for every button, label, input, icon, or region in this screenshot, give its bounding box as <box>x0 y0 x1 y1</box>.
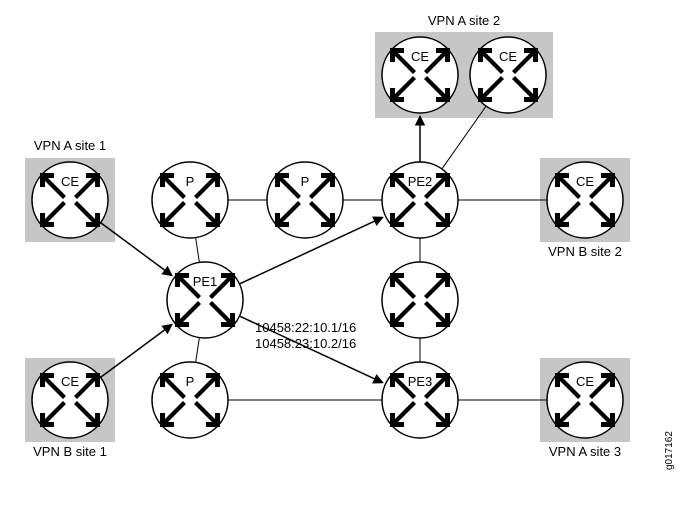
router-label-p_bot: P <box>186 374 195 389</box>
vpn-topology-diagram: CE CE P P PE1 P PE2 PE3 CE CE CE CE VPN A site 1 VPN… <box>0 0 685 521</box>
router-ce_a2a: CE <box>382 37 458 113</box>
link-p_top-pe1 <box>196 238 200 263</box>
router-label-p_mid: P <box>301 174 310 189</box>
router-label-pe1: PE1 <box>193 274 218 289</box>
site-label-vpn_b1: VPN B site 1 <box>33 444 107 459</box>
flow-ce_a1-pe1 <box>101 223 173 276</box>
router-pe2: PE2 <box>382 162 458 238</box>
router-p_mid: P <box>267 162 343 238</box>
links-layer <box>196 106 547 400</box>
router-label-ce_b1: CE <box>61 374 79 389</box>
rd-line-2: 10458:23:10.2/16 <box>255 336 356 351</box>
router-p_bot: P <box>152 362 228 438</box>
router-label-pe2: PE2 <box>408 174 433 189</box>
router-label-ce_b2: CE <box>576 174 594 189</box>
rd-line-1: 10458:22:10.1/16 <box>255 320 356 335</box>
site-label-vpn_a3: VPN A site 3 <box>549 444 621 459</box>
router-pe1: PE1 <box>167 262 243 338</box>
site-label-vpn_a2: VPN A site 2 <box>428 13 500 28</box>
flow-ce_b1-pe1 <box>101 324 173 377</box>
router-ce_a3: CE <box>547 362 623 438</box>
router-ce_b1: CE <box>32 362 108 438</box>
router-ce_a1: CE <box>32 162 108 238</box>
router-rr <box>382 262 458 338</box>
site-label-vpn_a1: VPN A site 1 <box>34 138 106 153</box>
router-label-p_top: P <box>186 174 195 189</box>
router-ce_b2: CE <box>547 162 623 238</box>
router-label-pe3: PE3 <box>408 374 433 389</box>
router-label-ce_a2b: CE <box>499 49 517 64</box>
doc-id: g017162 <box>664 431 675 470</box>
router-label-ce_a1: CE <box>61 174 79 189</box>
router-label-ce_a3: CE <box>576 374 594 389</box>
router-label-ce_a2a: CE <box>411 49 429 64</box>
router-pe3: PE3 <box>382 362 458 438</box>
router-p_top: P <box>152 162 228 238</box>
link-pe1-p_bot <box>196 338 200 363</box>
site-label-vpn_b2: VPN B site 2 <box>548 244 622 259</box>
router-ce_a2b: CE <box>470 37 546 113</box>
